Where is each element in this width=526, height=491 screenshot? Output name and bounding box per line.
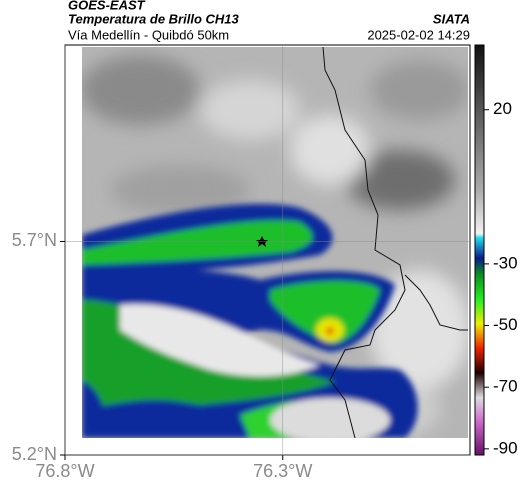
colorbar-tick-label: -90 (493, 438, 518, 457)
border (322, 47, 406, 438)
x-tick-label: 76.8°W (35, 461, 94, 481)
timestamp: 2025-02-02 14:29 (367, 27, 470, 42)
title: GOES-EAST (68, 0, 146, 12)
colorbar-tick-label: -70 (493, 377, 518, 396)
location: Vía Medellín - Quibdó 50km (68, 27, 229, 42)
source: SIATA (433, 11, 470, 26)
x-tick-label: 76.3°W (253, 461, 312, 481)
subtitle: Temperatura de Brillo CH13 (68, 11, 240, 26)
y-tick-label: 5.2°N (12, 444, 57, 464)
colorbar-tick-label: -30 (493, 253, 518, 272)
border (404, 274, 468, 331)
colorbar-tick-label: 20 (493, 99, 512, 118)
colorbar (474, 44, 485, 456)
y-tick-label: 5.7°N (12, 230, 57, 250)
colorbar-tick-label: -50 (493, 315, 518, 334)
satellite-image (82, 47, 468, 438)
